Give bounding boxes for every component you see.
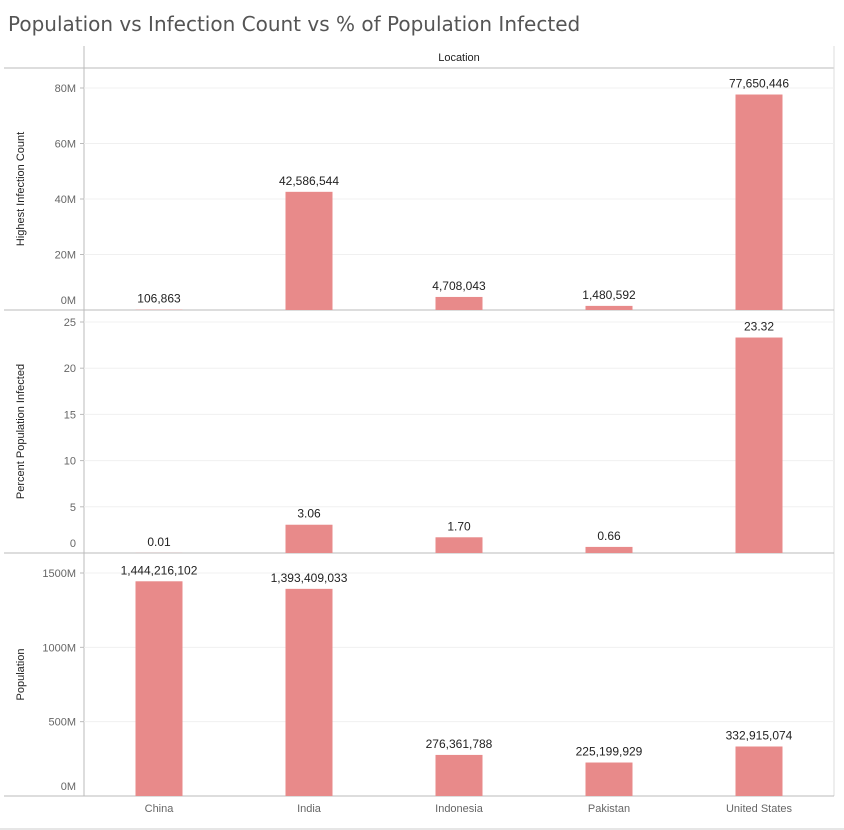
bar-india <box>285 191 333 310</box>
bar-united-states <box>735 746 783 796</box>
data-label: 332,915,074 <box>726 729 793 743</box>
data-label: 42,586,544 <box>279 174 339 188</box>
y-tick-label: 0M <box>61 295 76 307</box>
data-label: 3.06 <box>297 507 321 521</box>
y-tick-label: 5 <box>70 502 76 514</box>
y-axis-label: Population <box>15 649 27 701</box>
x-tick-label: China <box>145 803 175 815</box>
y-tick-label: 80M <box>55 83 76 95</box>
data-label: 225,199,929 <box>576 745 643 759</box>
bar-pakistan <box>585 305 633 310</box>
data-label: 106,863 <box>137 292 181 306</box>
y-tick-label: 0M <box>61 781 76 793</box>
x-tick-label: Pakistan <box>588 803 630 815</box>
column-header: Location <box>438 52 480 64</box>
y-tick-label: 20M <box>55 250 76 262</box>
y-axis-label: Percent Population Infected <box>15 364 27 499</box>
data-label: 1.70 <box>447 519 471 533</box>
bar-united-states <box>735 337 783 553</box>
y-tick-label: 500M <box>48 717 76 729</box>
data-label: 0.66 <box>597 529 621 543</box>
data-label: 1,480,592 <box>582 288 636 302</box>
y-tick-label: 20 <box>64 363 76 375</box>
x-tick-label: India <box>297 803 322 815</box>
bar-pakistan <box>585 762 633 796</box>
bar-china <box>135 581 183 796</box>
y-tick-label: 0 <box>70 538 76 550</box>
x-tick-label: Indonesia <box>435 803 484 815</box>
bar-indonesia <box>435 537 483 553</box>
bar-india <box>285 588 333 796</box>
y-tick-label: 40M <box>55 194 76 206</box>
data-label: 1,444,216,102 <box>121 563 198 577</box>
y-axis-label: Highest Infection Count <box>15 132 27 246</box>
data-label: 77,650,446 <box>729 77 789 91</box>
bar-united-states <box>735 94 783 310</box>
chart-title: Population vs Infection Count vs % of Po… <box>8 12 581 36</box>
bar-pakistan <box>585 546 633 553</box>
data-label: 276,361,788 <box>426 737 493 751</box>
y-tick-label: 10 <box>64 456 76 468</box>
data-label: 23.32 <box>744 320 774 334</box>
bar-india <box>285 524 333 553</box>
y-tick-label: 1000M <box>42 642 76 654</box>
x-tick-label: United States <box>726 803 793 815</box>
y-tick-label: 25 <box>64 317 76 329</box>
bar-indonesia <box>435 296 483 310</box>
data-label: 4,708,043 <box>432 279 486 293</box>
y-tick-label: 15 <box>64 409 76 421</box>
data-label: 0.01 <box>147 535 171 549</box>
y-tick-label: 1500M <box>42 568 76 580</box>
y-tick-label: 60M <box>55 139 76 151</box>
bar-indonesia <box>435 754 483 796</box>
data-label: 1,393,409,033 <box>271 571 348 585</box>
